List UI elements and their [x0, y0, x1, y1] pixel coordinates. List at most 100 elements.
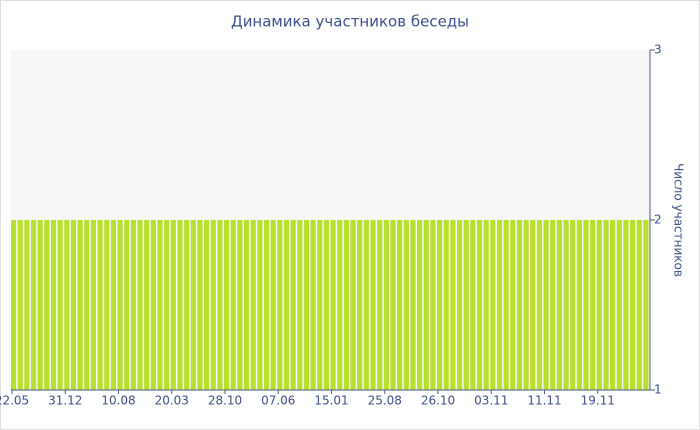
chart-title: Динамика участников беседы: [231, 13, 469, 31]
bar: [210, 220, 216, 390]
bar: [277, 220, 283, 390]
bar: [530, 220, 536, 390]
bar: [350, 220, 356, 390]
x-tick-label: 03.11: [474, 394, 508, 408]
y-tick-label: 2: [654, 213, 662, 227]
bar: [630, 220, 636, 390]
x-tick-label: 22.05: [0, 394, 29, 408]
bar: [243, 220, 250, 390]
bar: [390, 220, 396, 390]
bar: [290, 220, 296, 390]
bar: [616, 220, 622, 390]
bar: [383, 220, 389, 390]
y-tick-label: 1: [654, 383, 662, 397]
bar: [450, 220, 456, 390]
bar: [17, 220, 23, 390]
bar: [117, 220, 123, 390]
bar: [197, 220, 203, 390]
bar: [437, 220, 443, 390]
bar: [310, 220, 316, 390]
bar: [77, 220, 83, 390]
x-tick-label: 15.01: [314, 394, 348, 408]
bar: [50, 220, 57, 390]
bar: [90, 220, 97, 390]
bar: [250, 220, 256, 390]
bar: [470, 220, 476, 390]
bar: [596, 220, 602, 390]
bar: [430, 220, 436, 390]
bar: [237, 220, 243, 390]
bar: [603, 220, 609, 390]
bar: [57, 220, 63, 390]
bar: [144, 220, 150, 390]
x-tick-label: 31.12: [48, 394, 82, 408]
bar: [97, 220, 103, 390]
bar: [337, 220, 343, 390]
bar: [363, 220, 369, 390]
bar: [110, 220, 116, 390]
bar: [323, 220, 329, 390]
bar: [503, 220, 509, 390]
bar: [377, 220, 383, 390]
bar: [516, 220, 523, 390]
bar: [177, 220, 183, 390]
bar: [263, 220, 270, 390]
x-tick-label: 11.11: [527, 394, 561, 408]
x-tick-label: 28.10: [208, 394, 242, 408]
bar: [30, 220, 37, 390]
bar: [230, 220, 236, 390]
bar: [257, 220, 263, 390]
bar: [37, 220, 43, 390]
bar: [297, 220, 303, 390]
bar: [483, 220, 489, 390]
bar: [164, 220, 170, 390]
bar: [523, 220, 529, 390]
bar: [543, 220, 549, 390]
bar: [84, 220, 90, 390]
bar: [643, 220, 649, 390]
bar: [217, 220, 223, 390]
x-tick-label: 10.08: [101, 394, 135, 408]
y-axis-label: Число участников: [672, 163, 686, 277]
x-tick-label: 26.10: [421, 394, 455, 408]
bar: [317, 220, 323, 390]
bar: [24, 220, 30, 390]
bar: [496, 220, 503, 390]
bar: [343, 220, 349, 390]
bar: [463, 220, 469, 390]
bar: [283, 220, 290, 390]
bar: [610, 220, 616, 390]
bar: [563, 220, 569, 390]
bar: [130, 220, 136, 390]
bar: [490, 220, 496, 390]
bar: [357, 220, 363, 390]
bar: [330, 220, 336, 390]
bar: [124, 220, 130, 390]
bar: [170, 220, 176, 390]
y-tick-label: 3: [654, 43, 662, 57]
bar: [184, 220, 190, 390]
x-tick-label: 07.06: [261, 394, 295, 408]
bar: [550, 220, 556, 390]
bar: [536, 220, 542, 390]
x-tick-label: 19.11: [581, 394, 615, 408]
bar: [623, 220, 629, 390]
bar: [397, 220, 403, 390]
bar: [44, 220, 50, 390]
bar: [403, 220, 409, 390]
bar: [576, 220, 582, 390]
bar: [224, 220, 230, 390]
bar: [370, 220, 376, 390]
bar: [270, 220, 276, 390]
bar: [417, 220, 423, 390]
bar: [190, 220, 196, 390]
bar: [137, 220, 143, 390]
bar: [556, 220, 562, 390]
bar: [157, 220, 163, 390]
bar: [104, 220, 110, 390]
bar: [11, 220, 17, 390]
bar: [70, 220, 77, 390]
bar: [583, 220, 589, 390]
bar: [636, 220, 642, 390]
